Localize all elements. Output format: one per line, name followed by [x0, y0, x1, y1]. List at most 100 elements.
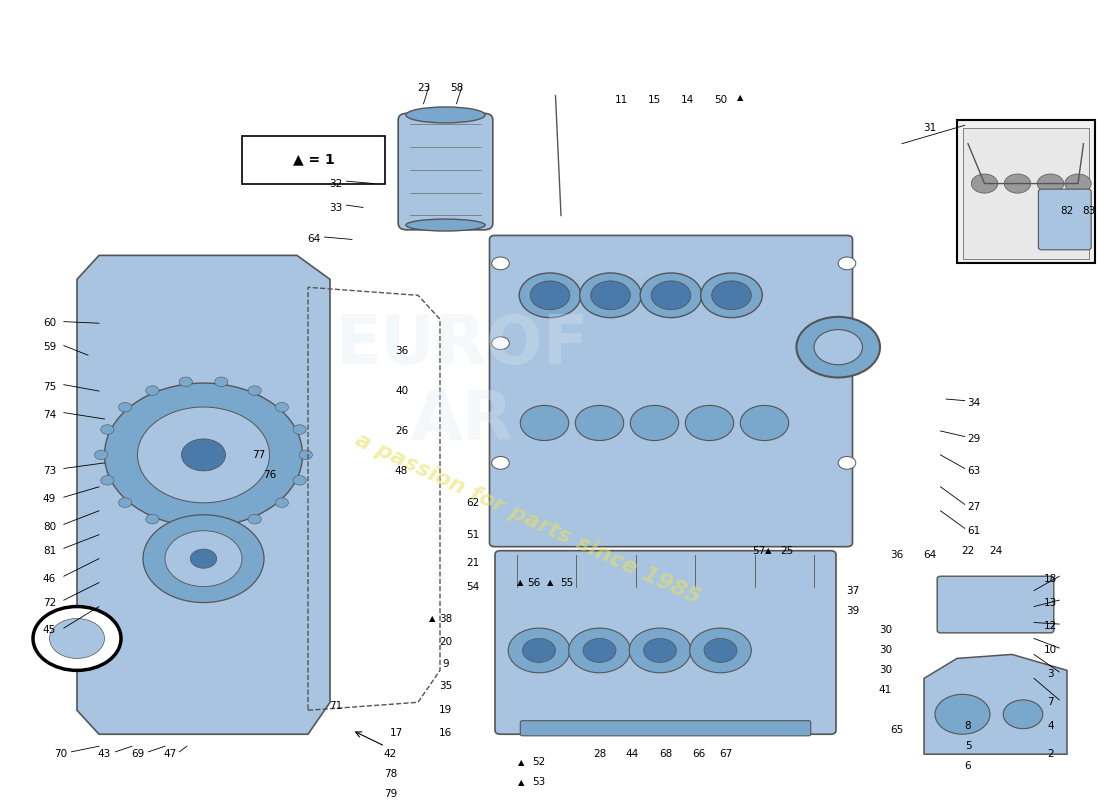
Text: 78: 78: [384, 769, 397, 779]
Text: 75: 75: [43, 382, 56, 392]
Circle shape: [712, 281, 751, 310]
Text: 9: 9: [442, 659, 449, 669]
Text: 32: 32: [329, 178, 342, 189]
Ellipse shape: [406, 219, 485, 231]
Circle shape: [33, 606, 121, 670]
Text: 19: 19: [439, 706, 452, 715]
Text: 73: 73: [43, 466, 56, 476]
Text: 31: 31: [923, 122, 936, 133]
Text: ▲: ▲: [737, 93, 744, 102]
Text: 12: 12: [1044, 622, 1057, 631]
Text: 22: 22: [961, 546, 975, 556]
Circle shape: [182, 439, 225, 471]
Text: ▲: ▲: [518, 778, 525, 786]
Text: 66: 66: [692, 749, 705, 759]
Circle shape: [685, 406, 734, 441]
FancyBboxPatch shape: [520, 721, 811, 736]
FancyBboxPatch shape: [490, 235, 852, 546]
Circle shape: [1003, 700, 1043, 729]
Circle shape: [492, 457, 509, 470]
Text: 3: 3: [1047, 670, 1054, 679]
Circle shape: [569, 628, 630, 673]
Text: 10: 10: [1044, 646, 1057, 655]
Text: 21: 21: [466, 558, 480, 568]
Circle shape: [293, 475, 306, 485]
Text: 80: 80: [43, 522, 56, 532]
Text: ▲ = 1: ▲ = 1: [293, 153, 334, 166]
Text: ▲: ▲: [547, 578, 553, 587]
Text: 41: 41: [879, 686, 892, 695]
Circle shape: [519, 273, 581, 318]
Circle shape: [644, 638, 676, 662]
Circle shape: [119, 402, 132, 412]
Text: 30: 30: [879, 626, 892, 635]
Text: 64: 64: [923, 550, 936, 560]
Text: 51: 51: [466, 530, 480, 540]
Bar: [957, 120, 1094, 263]
Text: 11: 11: [615, 94, 628, 105]
Circle shape: [214, 377, 228, 386]
Circle shape: [214, 523, 228, 533]
Text: 57: 57: [752, 546, 766, 556]
Text: 2: 2: [1047, 749, 1054, 759]
Circle shape: [522, 638, 556, 662]
Text: 77: 77: [252, 450, 265, 460]
Circle shape: [138, 407, 270, 502]
Text: 18: 18: [1044, 574, 1057, 584]
Text: 55: 55: [560, 578, 573, 587]
Text: 49: 49: [43, 494, 56, 504]
Circle shape: [293, 425, 306, 434]
Bar: [242, 136, 385, 183]
Circle shape: [492, 337, 509, 350]
Text: 76: 76: [263, 470, 276, 480]
Circle shape: [146, 386, 160, 395]
Circle shape: [690, 628, 751, 673]
Text: 82: 82: [1060, 206, 1074, 217]
Text: 17: 17: [389, 728, 403, 738]
FancyBboxPatch shape: [398, 114, 493, 230]
Text: ▲: ▲: [764, 546, 771, 555]
Circle shape: [179, 377, 192, 386]
Text: 43: 43: [98, 749, 111, 759]
Text: 33: 33: [329, 202, 342, 213]
Text: 53: 53: [532, 777, 546, 787]
Text: ▲: ▲: [517, 578, 524, 587]
Text: 35: 35: [439, 682, 452, 691]
Text: 34: 34: [967, 398, 980, 408]
Text: 38: 38: [439, 614, 452, 623]
FancyBboxPatch shape: [962, 128, 1089, 259]
Circle shape: [119, 498, 132, 507]
Circle shape: [248, 514, 262, 524]
Text: 67: 67: [719, 749, 733, 759]
Circle shape: [145, 514, 158, 524]
Text: 28: 28: [593, 749, 606, 759]
Circle shape: [591, 281, 630, 310]
Text: 24: 24: [989, 546, 1002, 556]
Circle shape: [971, 174, 998, 193]
Circle shape: [640, 273, 702, 318]
Circle shape: [299, 450, 312, 460]
Circle shape: [508, 628, 570, 673]
Text: 71: 71: [329, 702, 342, 711]
Text: 72: 72: [43, 598, 56, 607]
Text: 56: 56: [527, 578, 540, 587]
Text: 61: 61: [967, 526, 980, 536]
Text: 68: 68: [659, 749, 672, 759]
Circle shape: [179, 523, 192, 533]
Text: 25: 25: [780, 546, 793, 556]
Circle shape: [165, 530, 242, 586]
Text: 46: 46: [43, 574, 56, 584]
Polygon shape: [77, 255, 330, 734]
FancyBboxPatch shape: [495, 550, 836, 734]
FancyBboxPatch shape: [937, 576, 1054, 633]
Circle shape: [580, 273, 641, 318]
Text: 36: 36: [890, 550, 903, 560]
Text: 74: 74: [43, 410, 56, 420]
Text: 16: 16: [439, 728, 452, 738]
Text: 81: 81: [43, 546, 56, 556]
Text: 27: 27: [967, 502, 980, 512]
Circle shape: [629, 628, 691, 673]
Text: 30: 30: [879, 666, 892, 675]
Text: 29: 29: [967, 434, 980, 444]
Text: 30: 30: [879, 646, 892, 655]
